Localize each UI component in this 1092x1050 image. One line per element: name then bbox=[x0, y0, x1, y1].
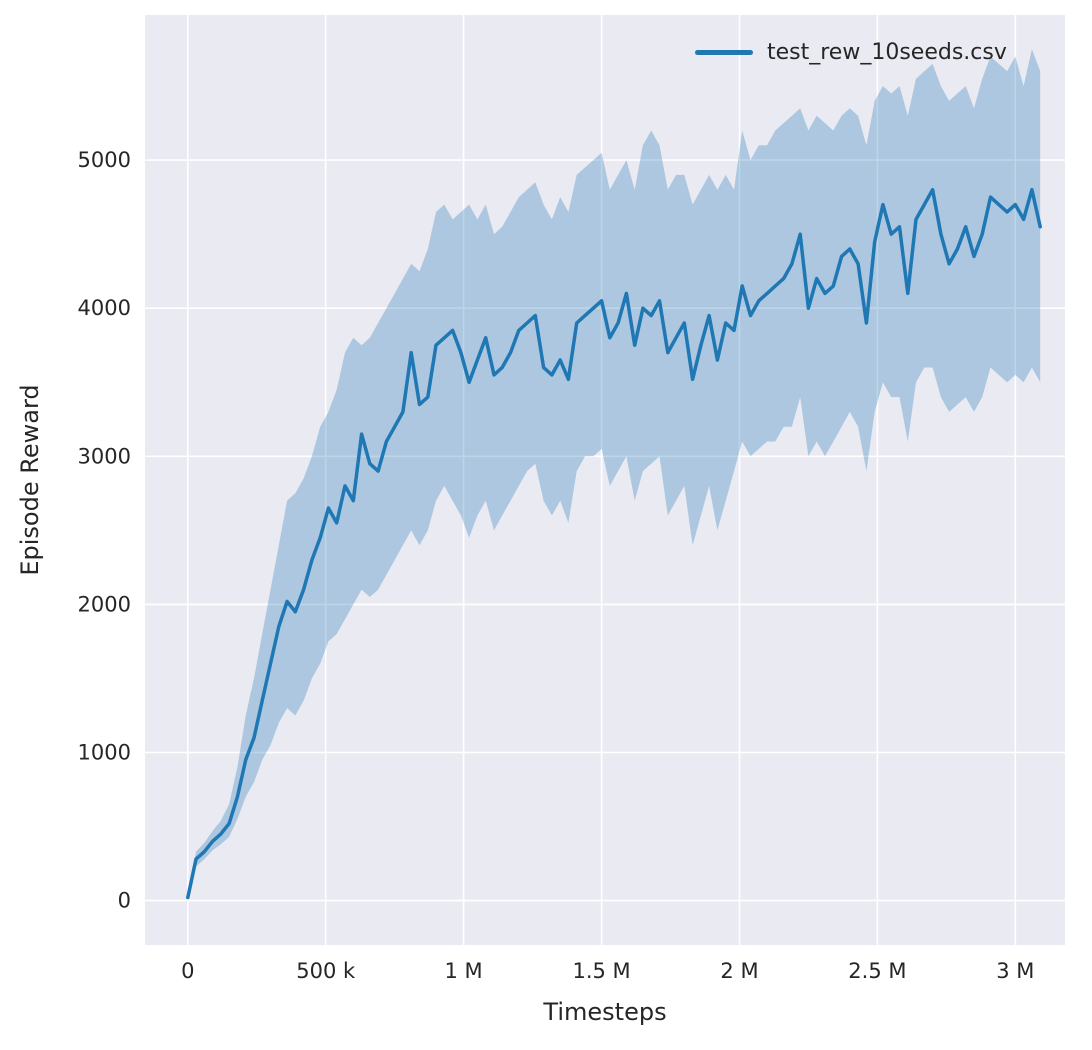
y-tick-label: 5000 bbox=[78, 148, 131, 172]
legend-line-swatch bbox=[695, 50, 753, 55]
legend: test_rew_10seeds.csv bbox=[695, 40, 1007, 65]
y-axis-label: Episode Reward bbox=[16, 384, 44, 576]
x-tick-label: 2.5 M bbox=[848, 959, 906, 983]
x-tick-label: 1 M bbox=[445, 959, 483, 983]
y-tick-label: 2000 bbox=[78, 592, 131, 616]
mean-line bbox=[186, 187, 1042, 900]
y-tick-label: 0 bbox=[118, 889, 131, 913]
x-tick-label: 0 bbox=[181, 959, 194, 983]
legend-label: test_rew_10seeds.csv bbox=[767, 40, 1007, 65]
plot-area bbox=[145, 15, 1065, 945]
x-tick-label: 500 k bbox=[296, 959, 356, 983]
confidence-band bbox=[187, 49, 1041, 900]
x-tick-label: 3 M bbox=[996, 959, 1034, 983]
x-tick-label: 2 M bbox=[720, 959, 758, 983]
x-tick-label: 1.5 M bbox=[572, 959, 630, 983]
y-tick-label: 1000 bbox=[78, 741, 131, 765]
x-axis-label: Timesteps bbox=[543, 998, 667, 1026]
y-tick-label: 4000 bbox=[78, 296, 131, 320]
y-tick-label: 3000 bbox=[78, 444, 131, 468]
